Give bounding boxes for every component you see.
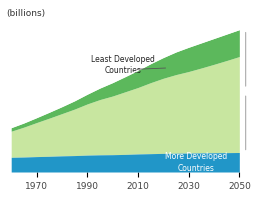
Text: Least Developed
Countries: Least Developed Countries (91, 55, 155, 75)
Text: More Developed
Countries: More Developed Countries (165, 152, 227, 173)
Text: (billions): (billions) (6, 9, 46, 18)
